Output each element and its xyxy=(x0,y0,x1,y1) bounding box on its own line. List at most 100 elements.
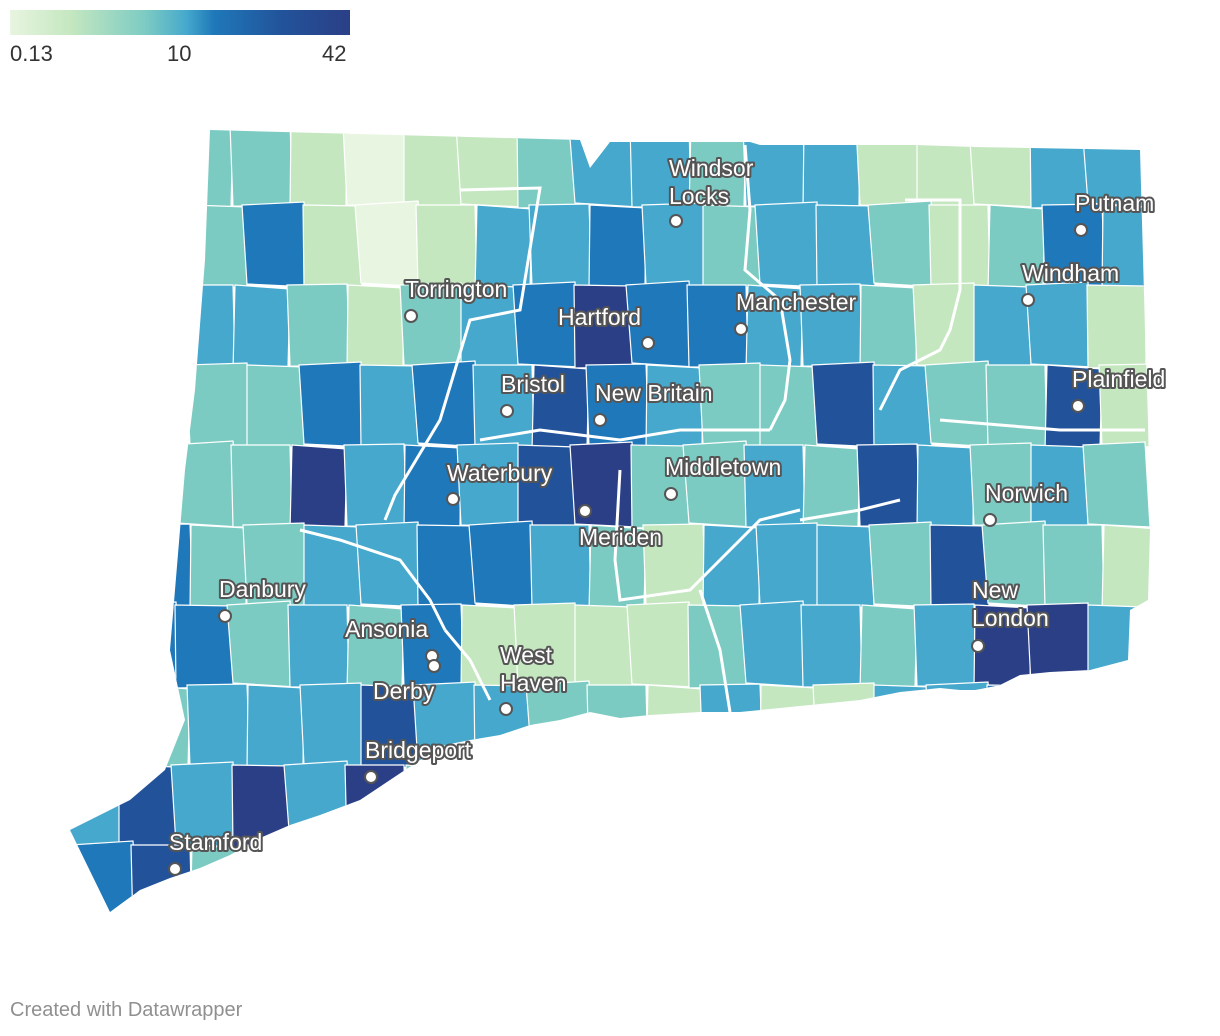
town-region[interactable] xyxy=(1086,284,1147,369)
town-region[interactable] xyxy=(528,203,593,288)
town-region[interactable] xyxy=(232,284,291,372)
town-region[interactable] xyxy=(574,604,633,690)
town-region[interactable] xyxy=(815,204,876,289)
town-region[interactable] xyxy=(354,200,425,288)
town-region[interactable] xyxy=(403,764,462,852)
town-region[interactable] xyxy=(56,121,126,208)
town-region[interactable] xyxy=(132,364,191,451)
town-region[interactable] xyxy=(189,204,248,290)
town-region[interactable] xyxy=(303,844,362,930)
town-region[interactable] xyxy=(1099,684,1161,768)
town-region[interactable] xyxy=(113,601,182,688)
town-region[interactable] xyxy=(70,840,140,927)
town-region[interactable] xyxy=(246,364,305,450)
town-region[interactable] xyxy=(699,683,764,768)
town-region[interactable] xyxy=(226,600,297,688)
town-region[interactable] xyxy=(75,524,134,612)
town-region[interactable] xyxy=(982,841,1051,927)
town-region[interactable] xyxy=(118,764,177,850)
town-region[interactable] xyxy=(403,444,462,531)
town-region[interactable] xyxy=(116,125,179,208)
town-region[interactable] xyxy=(916,764,975,852)
town-region[interactable] xyxy=(517,444,576,530)
town-region[interactable] xyxy=(457,763,522,848)
town-region[interactable] xyxy=(1042,524,1105,608)
town-region[interactable] xyxy=(117,444,178,529)
town-region[interactable] xyxy=(645,684,704,772)
town-region[interactable] xyxy=(796,760,867,848)
town-region[interactable] xyxy=(912,282,979,368)
town-region[interactable] xyxy=(986,684,1047,769)
town-region[interactable] xyxy=(588,204,647,291)
town-region[interactable] xyxy=(867,200,938,288)
town-region[interactable] xyxy=(868,521,937,608)
town-region[interactable] xyxy=(283,760,354,848)
town-region[interactable] xyxy=(530,844,591,928)
town-region[interactable] xyxy=(1095,840,1165,927)
town-region[interactable] xyxy=(802,125,861,211)
town-region[interactable] xyxy=(356,842,423,927)
town-region[interactable] xyxy=(302,204,363,289)
town-region[interactable] xyxy=(1101,524,1159,612)
town-region[interactable] xyxy=(754,201,823,288)
town-region[interactable] xyxy=(411,360,482,448)
town-region[interactable] xyxy=(72,363,137,448)
town-region[interactable] xyxy=(1043,844,1104,928)
town-region[interactable] xyxy=(643,844,706,927)
town-region[interactable] xyxy=(230,444,293,528)
town-region[interactable] xyxy=(73,684,136,768)
town-region[interactable] xyxy=(186,683,251,768)
town-region[interactable] xyxy=(130,844,193,927)
town-region[interactable] xyxy=(359,364,420,449)
town-region[interactable] xyxy=(916,125,975,210)
town-region[interactable] xyxy=(175,125,234,212)
town-region[interactable] xyxy=(298,361,367,448)
town-region[interactable] xyxy=(645,364,704,451)
town-region[interactable] xyxy=(1025,281,1094,368)
town-region[interactable] xyxy=(415,204,478,288)
town-region[interactable] xyxy=(61,284,121,369)
town-region[interactable] xyxy=(243,843,308,927)
town-region[interactable] xyxy=(744,764,805,849)
town-region[interactable] xyxy=(129,523,194,608)
town-region[interactable] xyxy=(1030,764,1089,851)
town-region[interactable] xyxy=(473,684,534,769)
town-region[interactable] xyxy=(128,202,195,288)
town-region[interactable] xyxy=(1098,363,1162,448)
town-region[interactable] xyxy=(930,844,989,929)
town-region[interactable] xyxy=(246,684,305,771)
town-region[interactable] xyxy=(859,604,918,692)
town-region[interactable] xyxy=(469,841,538,927)
town-region[interactable] xyxy=(626,601,695,688)
town-region[interactable] xyxy=(299,682,366,768)
town-region[interactable] xyxy=(286,283,351,368)
town-region[interactable] xyxy=(169,440,240,528)
town-region[interactable] xyxy=(582,840,653,927)
town-region[interactable] xyxy=(343,443,408,528)
town-region[interactable] xyxy=(185,362,252,448)
town-region[interactable] xyxy=(856,443,921,528)
town-region[interactable] xyxy=(816,844,875,930)
town-region[interactable] xyxy=(739,600,810,688)
town-region[interactable] xyxy=(811,361,880,448)
town-region[interactable] xyxy=(517,764,576,851)
town-region[interactable] xyxy=(346,284,405,371)
town-region[interactable] xyxy=(1083,762,1150,848)
town-region[interactable] xyxy=(468,520,539,608)
town-region[interactable] xyxy=(631,764,690,850)
town-region[interactable] xyxy=(403,125,462,210)
town-region[interactable] xyxy=(342,123,409,208)
town-region[interactable] xyxy=(58,762,124,848)
town-region[interactable] xyxy=(857,764,920,848)
town-region[interactable] xyxy=(873,684,932,770)
town-region[interactable] xyxy=(570,762,637,848)
town-region[interactable] xyxy=(568,121,639,208)
town-region[interactable] xyxy=(75,204,134,291)
town-region[interactable] xyxy=(859,284,918,371)
town-region[interactable] xyxy=(241,201,310,288)
town-region[interactable] xyxy=(289,444,348,532)
town-region[interactable] xyxy=(516,125,577,209)
town-region[interactable] xyxy=(173,284,236,368)
town-region[interactable] xyxy=(800,604,863,688)
town-region[interactable] xyxy=(455,122,524,208)
